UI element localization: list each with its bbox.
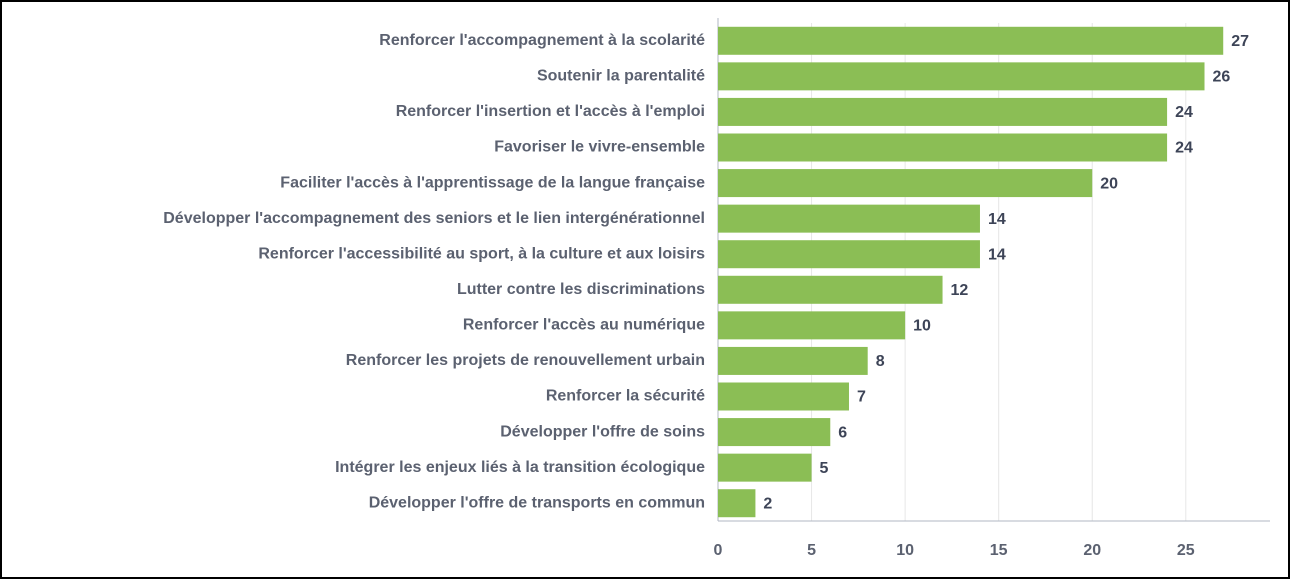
bar — [718, 26, 1224, 55]
value-label: 6 — [838, 424, 847, 441]
category-label: Intégrer les enjeux liés à la transition… — [335, 459, 705, 476]
bar — [718, 453, 812, 482]
category-label: Favoriser le vivre-ensemble — [494, 139, 705, 156]
value-label: 14 — [988, 211, 1006, 228]
category-label: Renforcer l'insertion et l'accès à l'emp… — [396, 103, 705, 120]
bar — [718, 382, 849, 411]
value-label: 26 — [1213, 69, 1231, 86]
x-tick-label: 20 — [1083, 542, 1101, 559]
category-label: Développer l'accompagnement des seniors … — [163, 210, 705, 227]
value-label: 27 — [1231, 33, 1249, 50]
x-tick-label: 0 — [714, 542, 723, 559]
category-label: Renforcer l'accompagnement à la scolarit… — [379, 32, 705, 49]
bar — [718, 275, 943, 304]
bar — [718, 418, 831, 447]
value-label: 20 — [1100, 175, 1118, 192]
bar — [718, 346, 868, 375]
bar — [718, 169, 1093, 198]
value-label: 24 — [1175, 140, 1193, 157]
category-label: Faciliter l'accès à l'apprentissage de l… — [280, 174, 705, 191]
value-label: 12 — [951, 282, 969, 299]
category-label: Renforcer l'accès au numérique — [463, 317, 705, 334]
x-tick-label: 5 — [807, 542, 816, 559]
category-label: Soutenir la parentalité — [537, 68, 705, 85]
bar — [718, 311, 906, 340]
value-label: 24 — [1175, 104, 1193, 121]
bar — [718, 97, 1168, 126]
value-label: 5 — [820, 460, 829, 477]
category-label: Renforcer les projets de renouvellement … — [346, 352, 705, 369]
value-label: 14 — [988, 246, 1006, 263]
bar — [718, 489, 756, 518]
bar — [718, 240, 980, 269]
category-label: Renforcer l'accessibilité au sport, à la… — [258, 245, 705, 262]
x-tick-label: 25 — [1177, 542, 1195, 559]
category-label: Lutter contre les discriminations — [457, 281, 705, 298]
category-label: Renforcer la sécurité — [546, 388, 705, 405]
category-label: Développer l'offre de soins — [500, 423, 705, 440]
value-label: 10 — [913, 318, 931, 335]
bar — [718, 62, 1205, 91]
value-label: 2 — [763, 495, 772, 512]
value-label: 8 — [876, 353, 885, 370]
bar — [718, 204, 980, 233]
value-label: 7 — [857, 389, 866, 406]
x-tick-label: 15 — [990, 542, 1008, 559]
x-tick-label: 10 — [896, 542, 914, 559]
category-label: Développer l'offre de transports en comm… — [369, 494, 705, 511]
bar — [718, 133, 1168, 162]
